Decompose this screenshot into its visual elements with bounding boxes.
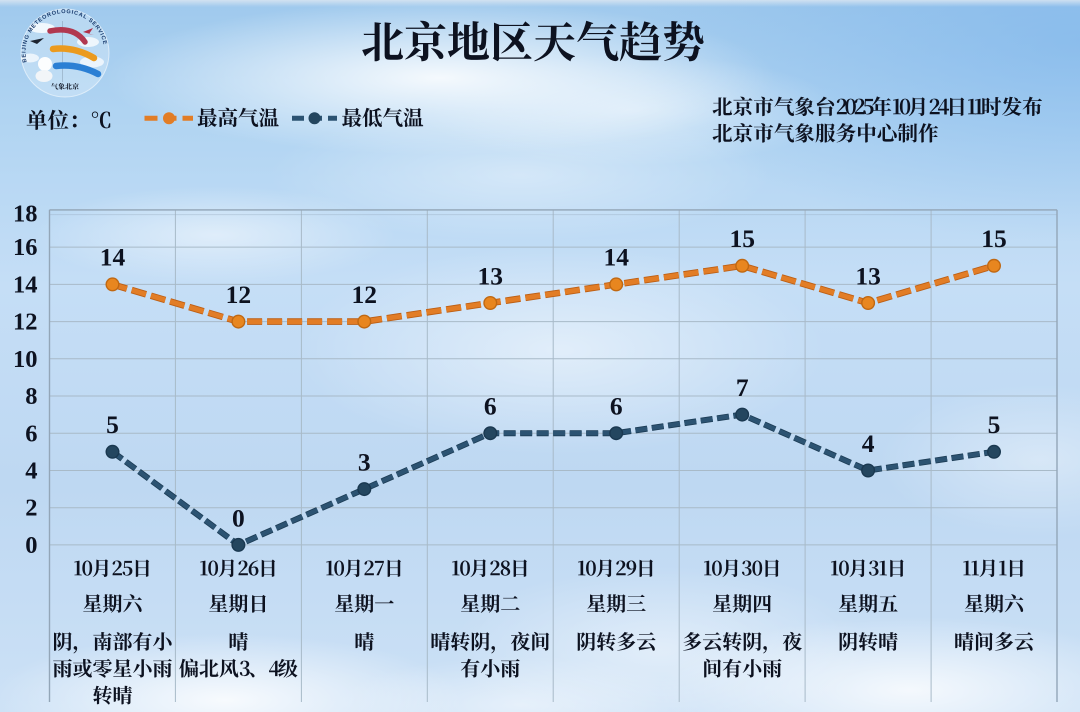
svg-text:14: 14 bbox=[603, 243, 629, 272]
svg-text:18: 18 bbox=[13, 201, 38, 228]
svg-text:2: 2 bbox=[25, 495, 37, 522]
svg-text:5: 5 bbox=[988, 410, 1001, 439]
svg-text:6: 6 bbox=[610, 392, 623, 421]
svg-text:5: 5 bbox=[106, 410, 119, 439]
svg-text:12: 12 bbox=[226, 280, 252, 309]
svg-text:14: 14 bbox=[13, 271, 38, 298]
svg-text:7: 7 bbox=[736, 373, 749, 402]
svg-text:12: 12 bbox=[13, 309, 38, 336]
svg-text:10: 10 bbox=[13, 346, 38, 373]
svg-text:4: 4 bbox=[862, 429, 875, 458]
svg-text:15: 15 bbox=[981, 224, 1007, 253]
svg-text:13: 13 bbox=[855, 261, 881, 290]
svg-text:4: 4 bbox=[25, 458, 37, 485]
svg-text:0: 0 bbox=[232, 503, 245, 532]
svg-text:16: 16 bbox=[13, 234, 38, 261]
svg-text:13: 13 bbox=[478, 261, 504, 290]
svg-text:3: 3 bbox=[358, 447, 371, 476]
svg-text:0: 0 bbox=[25, 532, 37, 559]
svg-text:6: 6 bbox=[25, 420, 37, 447]
svg-text:6: 6 bbox=[484, 392, 497, 421]
svg-text:15: 15 bbox=[729, 224, 755, 253]
svg-text:8: 8 bbox=[25, 383, 37, 410]
svg-text:14: 14 bbox=[100, 243, 126, 272]
svg-text:12: 12 bbox=[352, 280, 378, 309]
